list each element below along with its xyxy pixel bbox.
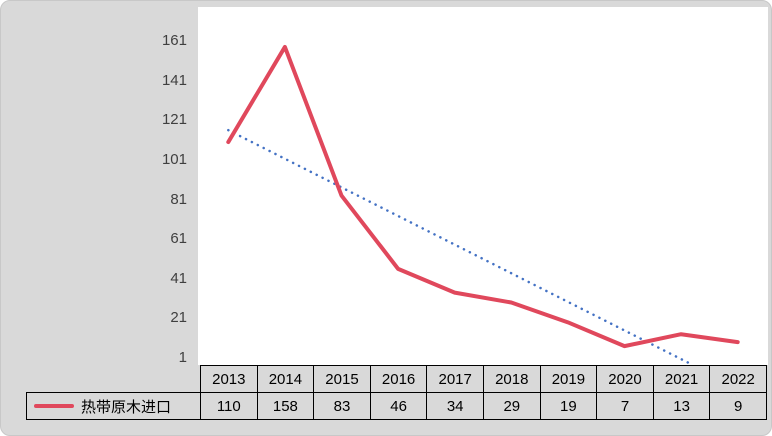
y-axis-tick-label: 81 (170, 190, 187, 208)
y-axis-tick-label: 21 (170, 309, 187, 327)
legend-line-marker (34, 404, 74, 408)
y-axis-tick-label: 1 (178, 349, 187, 366)
table-year-cell: 2018 (483, 366, 541, 393)
table-value-cell: 9 (710, 393, 767, 420)
table-year-cell: 2019 (540, 366, 598, 393)
table-value-cell: 7 (597, 393, 654, 420)
table-value-cell: 158 (257, 393, 315, 420)
table-value-cell: 46 (370, 393, 428, 420)
y-axis-tick-label: 141 (161, 71, 187, 89)
plot-area (198, 7, 768, 365)
table-year-cell: 2017 (427, 366, 484, 393)
table-year-cell: 2015 (314, 366, 371, 393)
legend-label: 热带原木进口 (81, 398, 172, 416)
table-year-cell: 2014 (257, 366, 315, 393)
y-axis-tick-label: 61 (170, 230, 187, 248)
legend: 热带原木进口 (26, 392, 201, 420)
table-year-cell: 2022 (710, 366, 767, 393)
table-value-cell: 19 (540, 393, 598, 420)
table-value-cell: 83 (314, 393, 371, 420)
table-value-cell: 110 (201, 393, 258, 420)
table-year-cell: 2013 (201, 366, 258, 393)
table-year-cell: 2020 (597, 366, 654, 393)
y-axis-tick-label: 41 (170, 269, 187, 287)
table-year-cell: 2016 (370, 366, 428, 393)
y-axis-tick-label: 121 (161, 111, 187, 129)
data-table: 2013 2014 2015 2016 2017 2018 2019 2020 2021 2022… (200, 365, 767, 420)
table-year-cell: 2021 (653, 366, 711, 393)
table-value-cell: 29 (483, 393, 541, 420)
table-value-cell: 13 (653, 393, 711, 420)
table-value-cell: 34 (427, 393, 484, 420)
y-axis-tick-label: 101 (161, 150, 187, 168)
y-axis-tick-label: 161 (161, 32, 187, 49)
